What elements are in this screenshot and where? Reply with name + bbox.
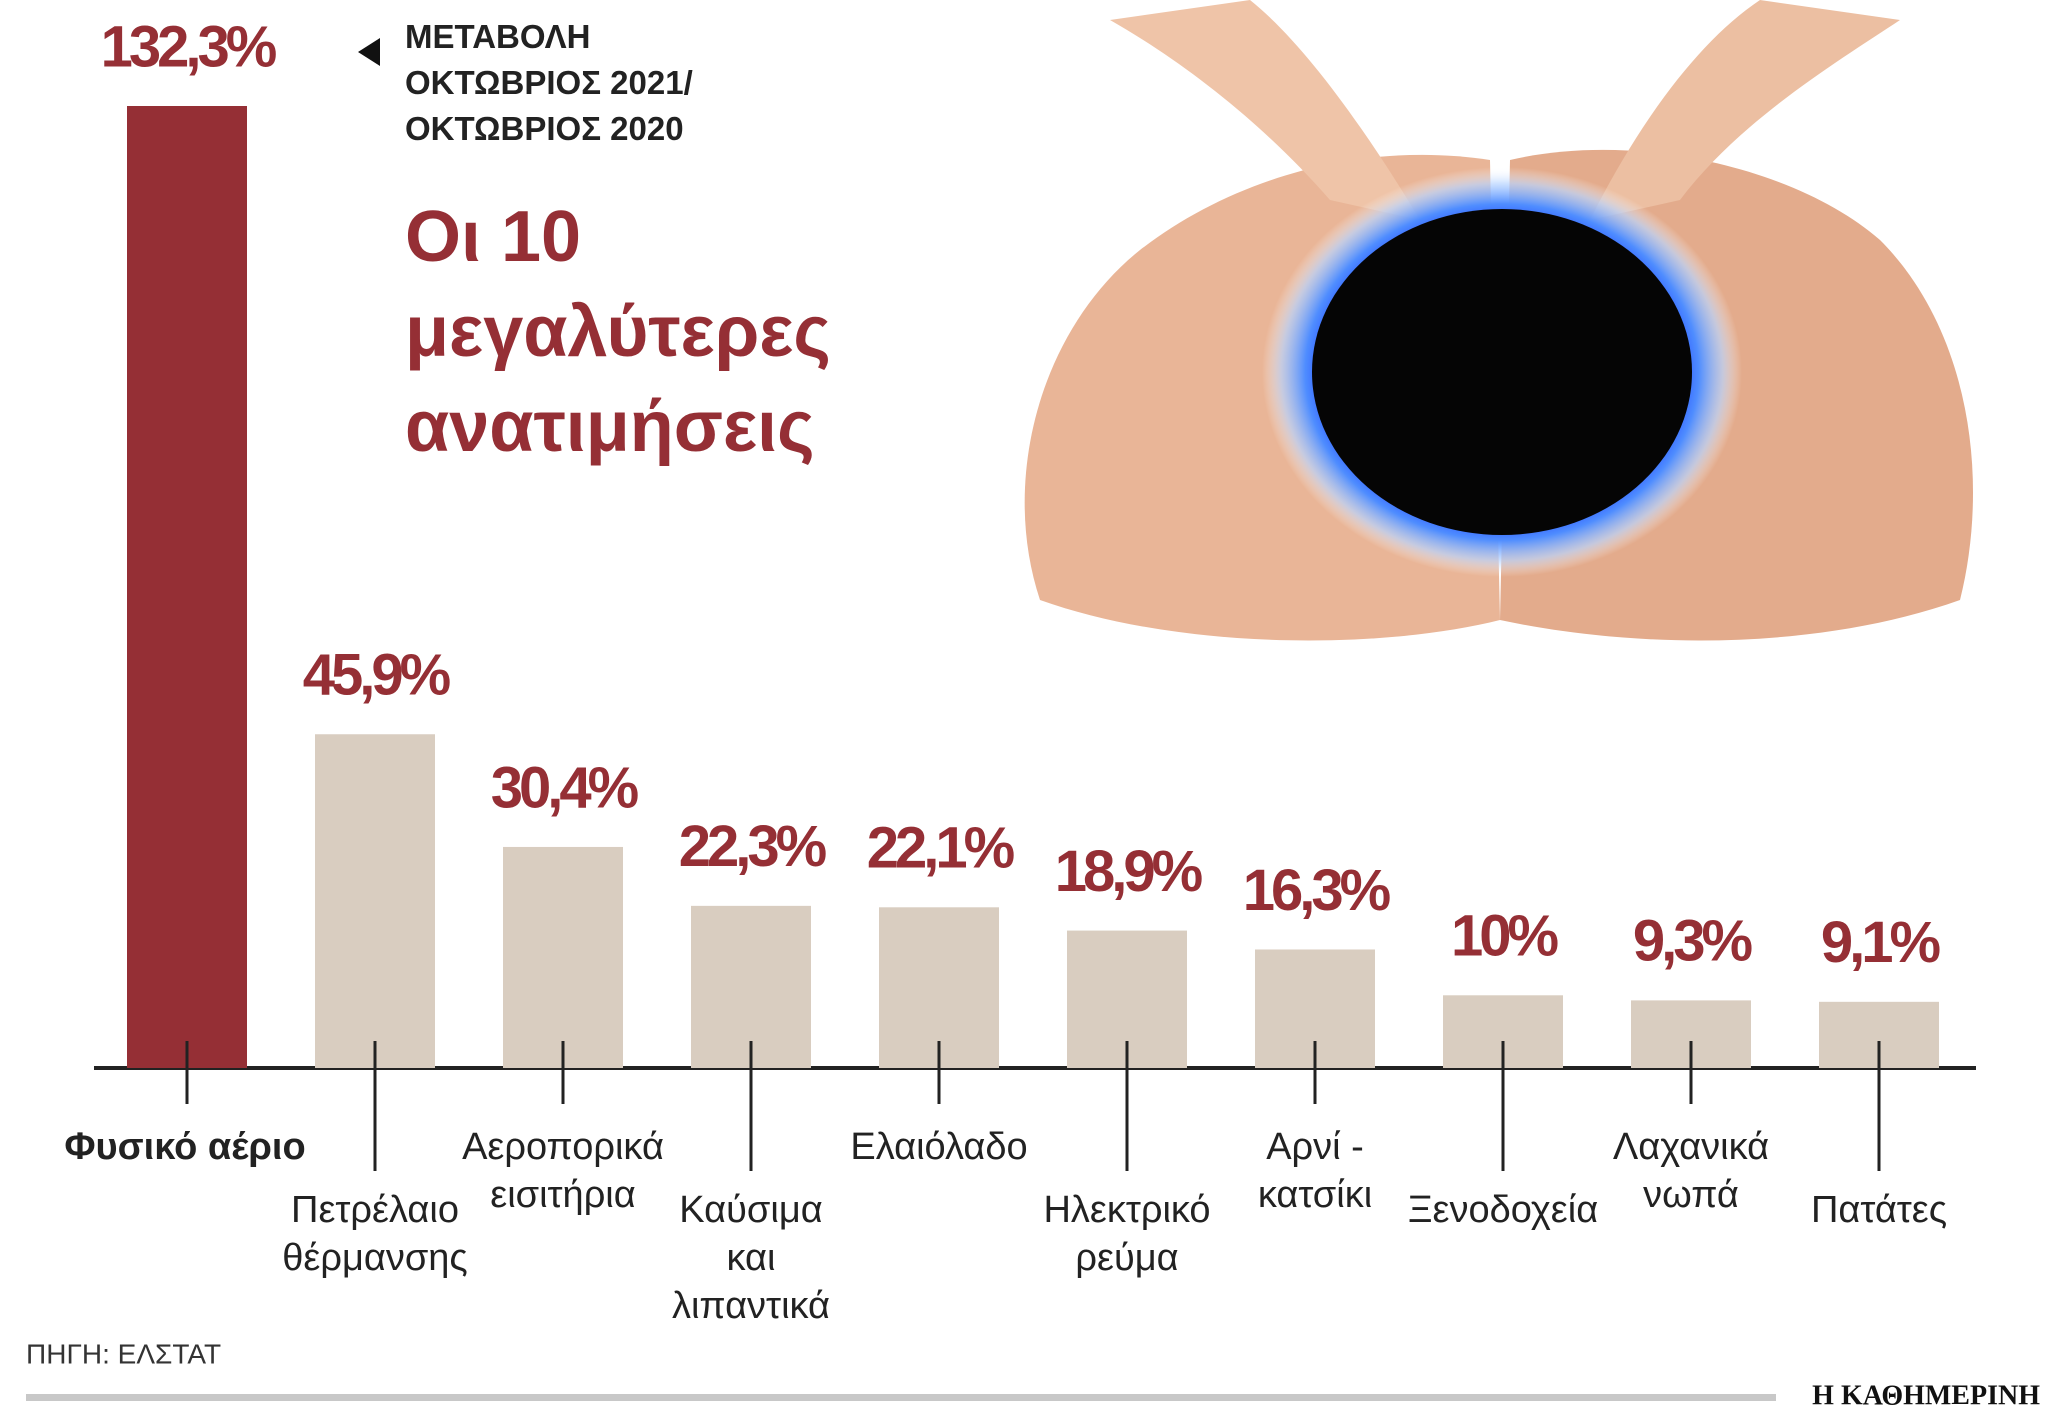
category-label: Ξενοδοχεία — [1408, 1189, 1598, 1231]
value-label: 9,1% — [1821, 910, 1941, 975]
category-label: Πετρέλαιο θέρμανσης — [282, 1189, 467, 1279]
value-label: 30,4% — [491, 755, 639, 820]
value-label: 10% — [1451, 904, 1559, 969]
bar — [503, 846, 623, 1068]
category-label: Λαχανικά νωπά — [1613, 1126, 1769, 1216]
subtitle: ΜΕΤΑΒΟΛΗ ΟΚΤΩΒΡΙΟΣ 2021/ΟΚΤΩΒΡΙΟΣ 2020 — [405, 18, 693, 147]
category-label: Αρνί -κατσίκι — [1258, 1126, 1372, 1216]
category-label: Ελαιόλαδο — [850, 1126, 1027, 1168]
category-label: Ηλεκτρικό ρεύμα — [1043, 1189, 1210, 1279]
category-label: Πατάτες — [1811, 1189, 1947, 1231]
value-label: 22,3% — [679, 814, 827, 879]
value-label: 16,3% — [1243, 858, 1391, 923]
bar — [127, 106, 247, 1068]
value-label: 18,9% — [1055, 839, 1203, 904]
value-label: 132,3% — [101, 14, 277, 79]
brand: Η ΚΑΘΗΜΕΡΙΝΗ — [1812, 1380, 2040, 1411]
bar — [315, 734, 435, 1068]
category-label: Αεροπορικά εισιτήρια — [462, 1126, 664, 1216]
value-label: 22,1% — [867, 816, 1015, 881]
value-label: 45,9% — [303, 643, 451, 708]
photo — [1024, 0, 1974, 641]
value-label: 9,3% — [1633, 909, 1753, 974]
chart-title: Οι 10 μεγαλύτερες ανατιμήσεις — [405, 197, 831, 467]
pointer-arrow — [358, 38, 380, 66]
source: ΠΗΓΗ: ΕΛΣΤΑΤ — [26, 1338, 221, 1369]
category-label: Καύσιμα και λιπαντικά — [672, 1189, 830, 1327]
footer-rule — [26, 1394, 1776, 1401]
bar — [691, 905, 811, 1068]
category-label: Φυσικό αέριο — [64, 1126, 305, 1168]
